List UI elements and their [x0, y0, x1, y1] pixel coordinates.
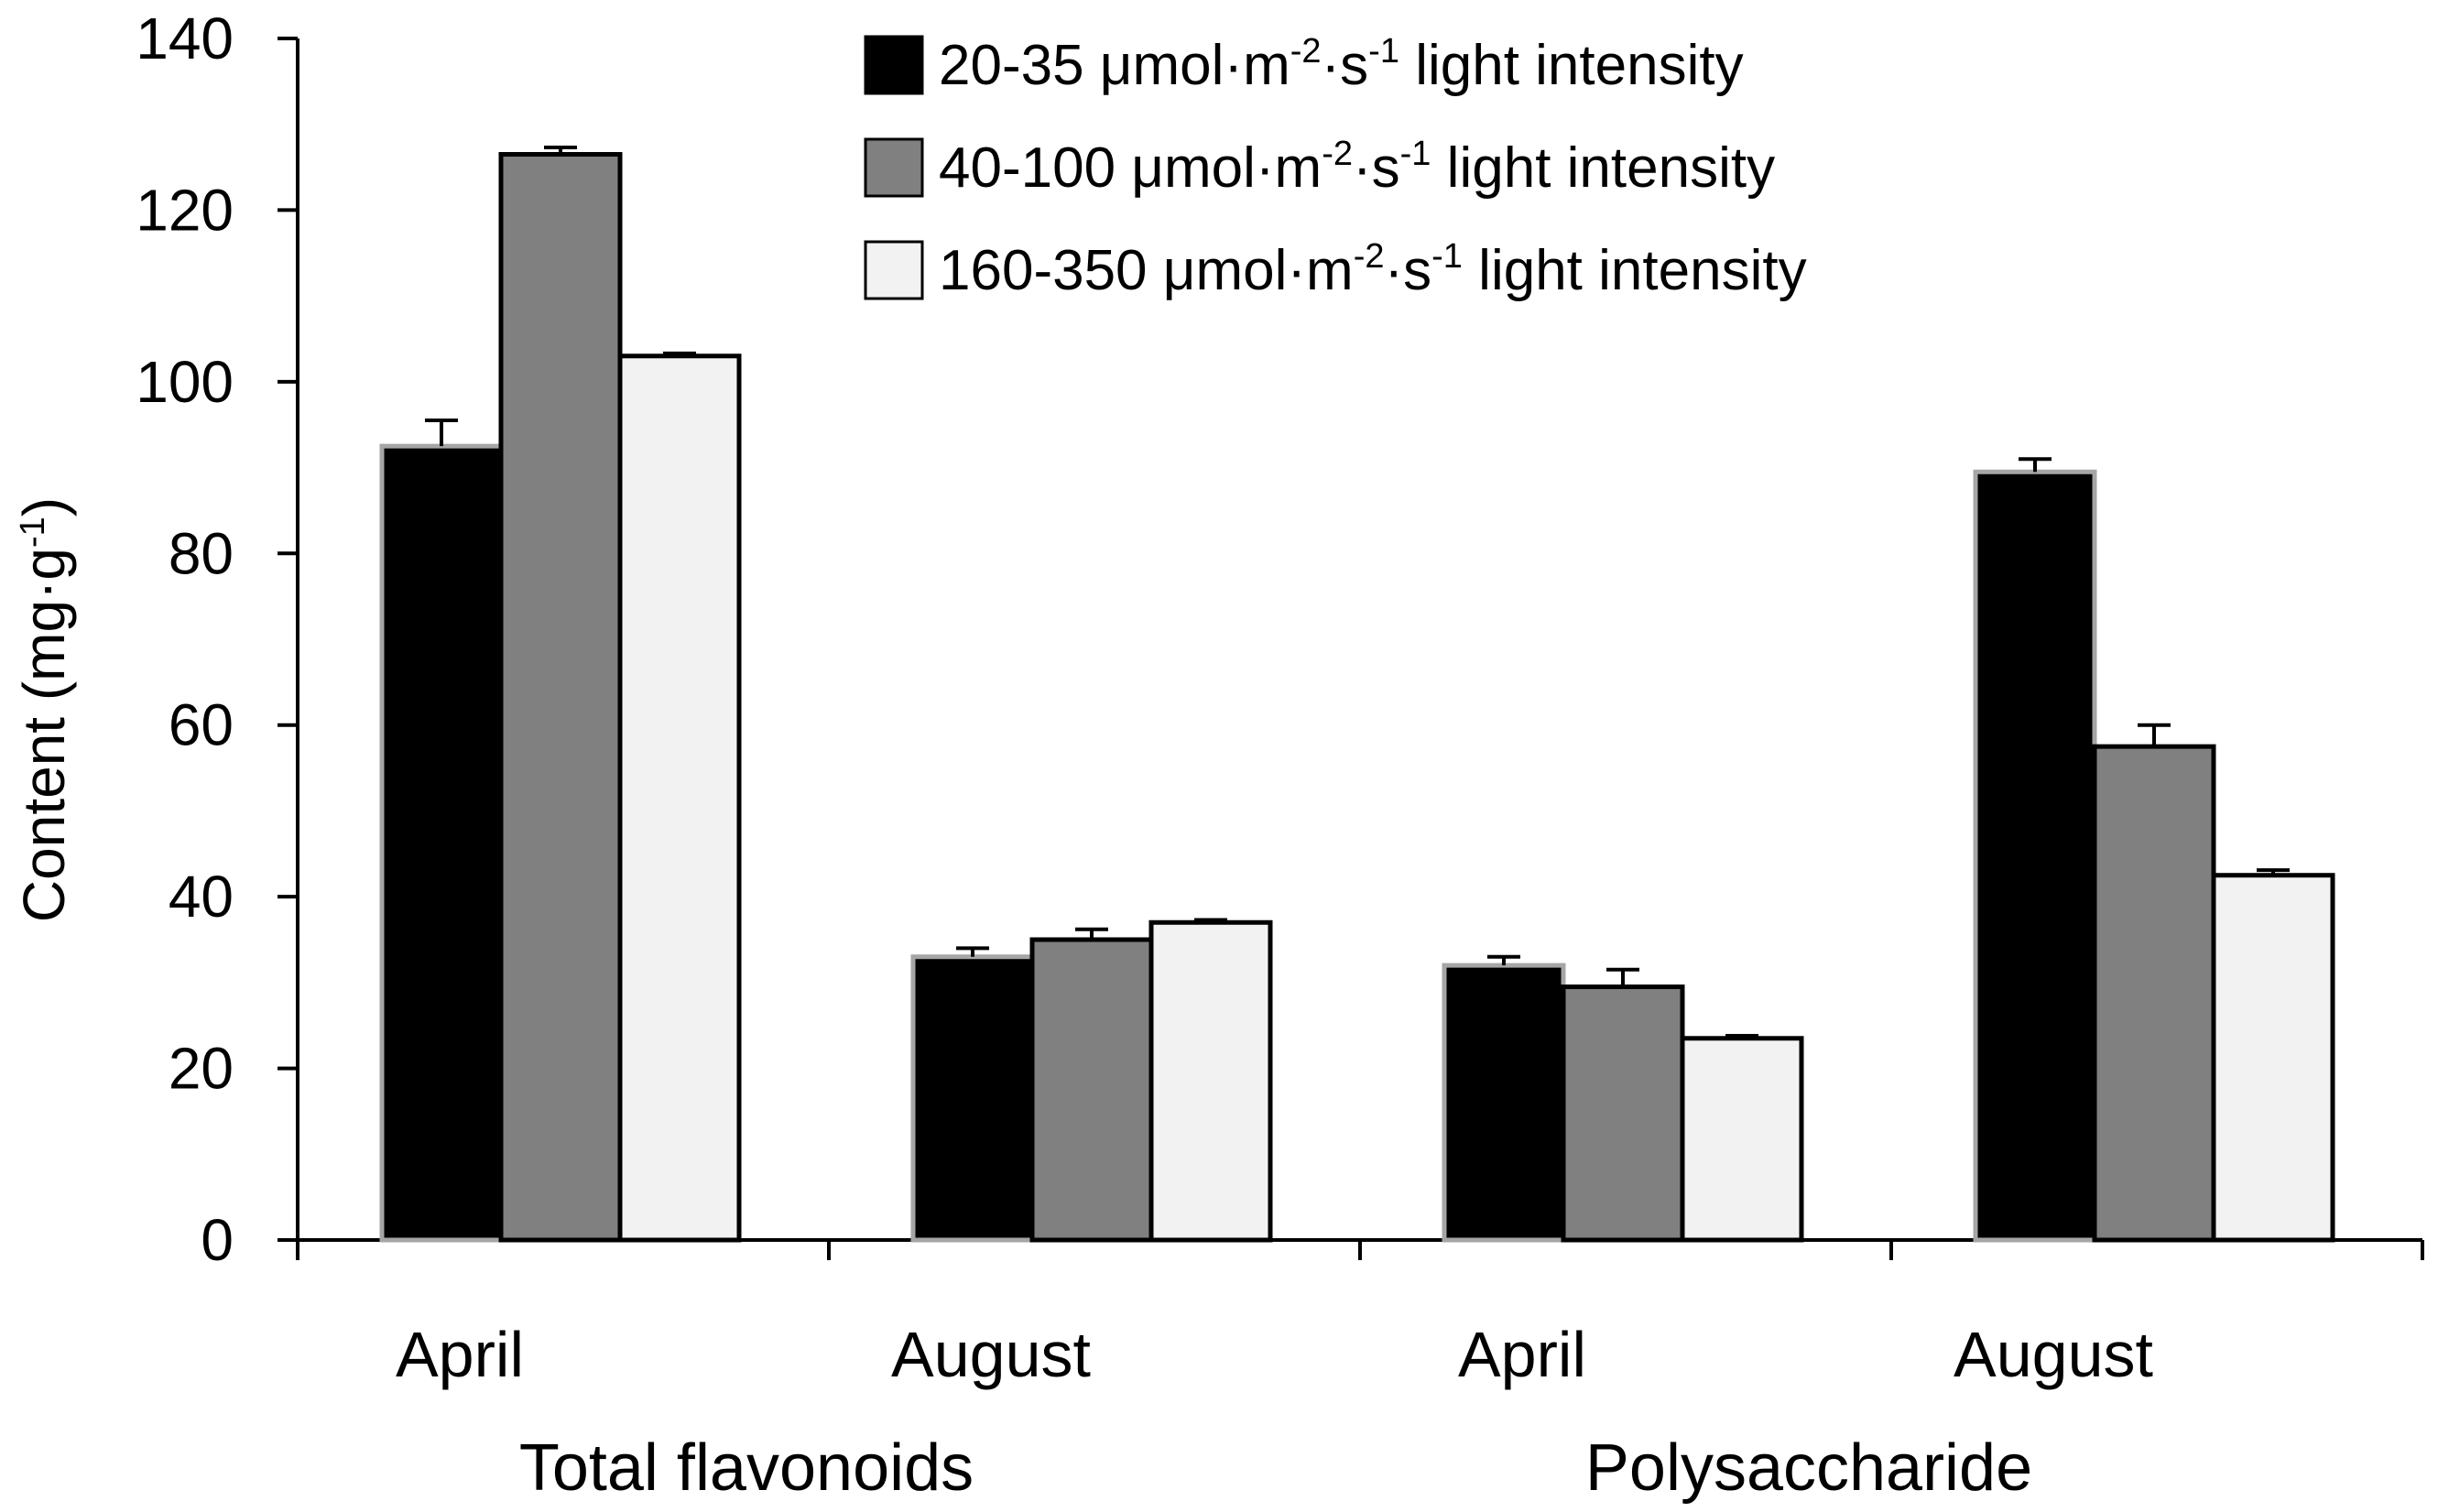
legend-swatch-1 — [864, 35, 924, 95]
bar-2-3 — [1561, 984, 1685, 1243]
legend: 20-35 μmol·m-2·s-1 light intensity 40-100… — [864, 32, 1807, 302]
legend-swatch-3 — [864, 240, 924, 300]
bar-1-4 — [1973, 469, 2097, 1243]
x-category-label: April — [396, 1319, 524, 1390]
y-tick-label: 20 — [169, 1036, 234, 1102]
y-axis-title: Content (mg·g-1) — [11, 497, 77, 922]
y-tick-label: 100 — [136, 349, 234, 415]
bar-1-2 — [910, 954, 1035, 1243]
legend-swatch-2 — [864, 137, 924, 198]
y-tick-label: 140 — [136, 5, 234, 71]
y-tick-label: 80 — [169, 520, 234, 586]
x-category-label: April — [1458, 1319, 1586, 1390]
bar-3-1 — [617, 354, 742, 1243]
y-tick-label: 120 — [136, 177, 234, 243]
y-tick-label: 40 — [169, 864, 234, 930]
y-tick-label: 60 — [169, 692, 234, 758]
x-group-label: Total flavonoids — [519, 1431, 974, 1505]
bar-3-4 — [2211, 873, 2335, 1243]
x-category-label: August — [1954, 1319, 2153, 1390]
bar-1-3 — [1442, 963, 1566, 1243]
bar-2-4 — [2092, 744, 2216, 1243]
y-tick-label: 0 — [201, 1207, 234, 1273]
error-bars — [425, 146, 2290, 1039]
x-group-label: Polysaccharide — [1585, 1431, 2032, 1505]
legend-label-2: 40-100 μmol·m-2·s-1 light intensity — [939, 135, 1775, 200]
axis-labels: 0 20 40 60 80 100 120 140 April August April August… — [136, 5, 2153, 1505]
bar-3-3 — [1680, 1036, 1804, 1243]
legend-label-3: 160-350 μmol·m-2·s-1 light intensity — [939, 237, 1807, 302]
bar-2-1 — [498, 152, 623, 1243]
legend-label-1: 20-35 μmol·m-2·s-1 light intensity — [939, 32, 1744, 97]
bar-3-2 — [1148, 919, 1273, 1243]
bar-2-2 — [1029, 937, 1154, 1243]
x-category-label: August — [891, 1319, 1091, 1390]
bar-1-1 — [379, 443, 504, 1243]
bars — [379, 152, 2335, 1243]
